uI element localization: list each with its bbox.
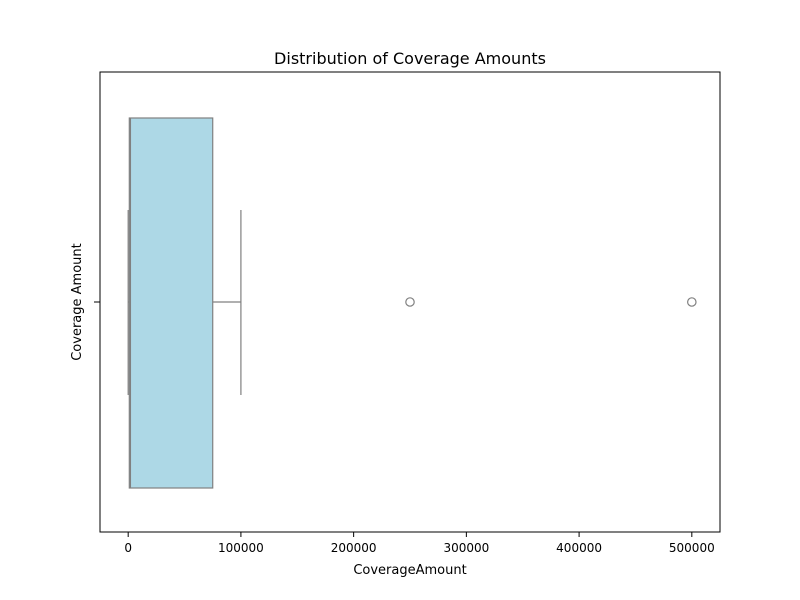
x-tick-label: 100000 (218, 541, 264, 555)
x-tick-label: 0 (124, 541, 132, 555)
box-plot-series (127, 117, 697, 489)
x-tick-label: 200000 (331, 541, 377, 555)
x-tick-label: 500000 (669, 541, 715, 555)
interquartile-box (128, 117, 214, 489)
y-axis-label: Coverage Amount (70, 243, 85, 361)
outlier-point (405, 297, 415, 307)
x-axis-ticks: 0 100000 200000 300000 400000 500000 (124, 532, 715, 555)
x-axis-label: CoverageAmount (353, 563, 466, 578)
outlier-point (687, 297, 697, 307)
chart-title: Distribution of Coverage Amounts (274, 49, 546, 68)
x-tick-label: 400000 (556, 541, 602, 555)
x-tick-label: 300000 (443, 541, 489, 555)
